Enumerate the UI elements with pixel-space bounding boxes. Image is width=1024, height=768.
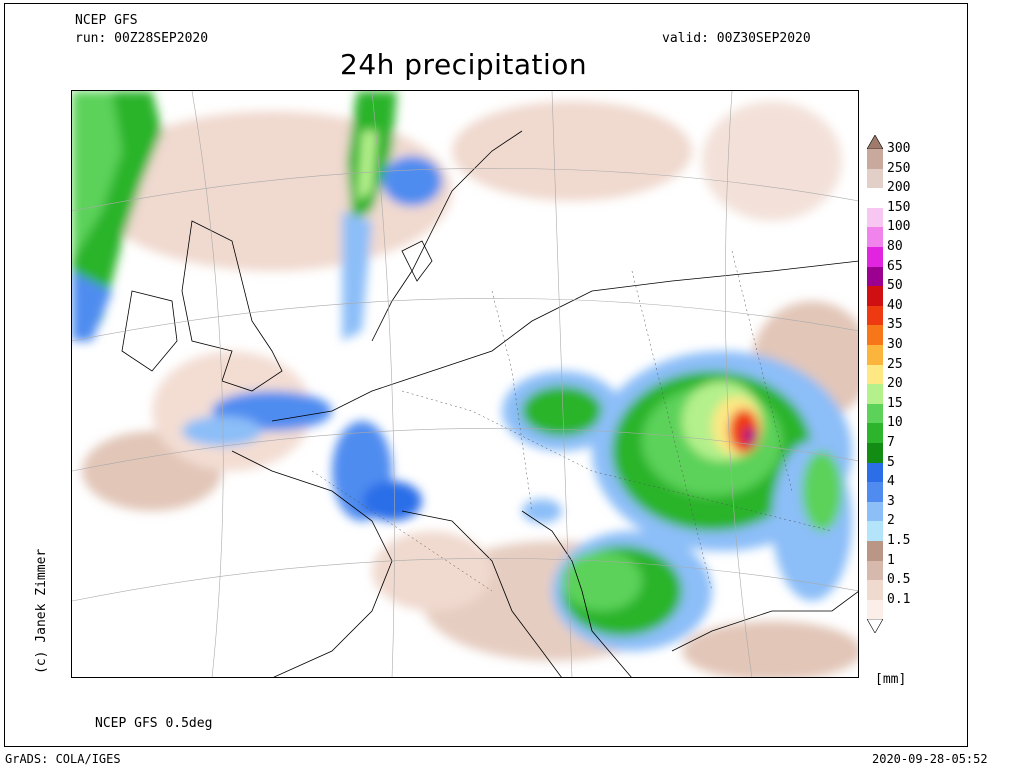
legend-bottom-arrow — [867, 619, 883, 634]
legend-swatch — [867, 345, 883, 365]
legend-swatch — [867, 188, 883, 208]
legend-swatch — [867, 305, 883, 326]
legend-swatch — [867, 560, 883, 581]
coastlines — [121, 130, 858, 677]
legend-label: 2 — [887, 513, 895, 529]
legend-label: 100 — [887, 219, 911, 235]
legend-label: 0.1 — [887, 591, 911, 607]
legend-top-arrow — [867, 135, 883, 149]
legend-label: 20 — [887, 376, 903, 392]
run-label: run: 00Z28SEP2020 — [75, 31, 209, 46]
precipitation-map — [71, 90, 859, 678]
borders — [311, 250, 833, 592]
map-canvas — [72, 91, 858, 677]
legend-swatch — [867, 227, 883, 247]
legend-unit: [mm] — [875, 672, 907, 687]
map-title: 24h precipitation — [340, 48, 588, 81]
legend-swatch — [867, 423, 883, 443]
legend-label: 65 — [887, 258, 903, 274]
legend-swatch — [867, 443, 883, 463]
precip-field — [72, 91, 858, 677]
legend-label: 40 — [887, 297, 903, 313]
legend-swatch — [867, 403, 883, 424]
legend-label: 25 — [887, 356, 903, 372]
legend-label: 10 — [887, 415, 903, 431]
legend-swatch — [867, 168, 883, 189]
legend-swatch — [867, 207, 883, 228]
legend-swatch — [867, 462, 883, 483]
timestamp-label: 2020-09-28-05:52 — [872, 752, 988, 766]
legend-swatch — [867, 247, 883, 267]
legend-swatch — [867, 149, 883, 169]
legend-label: 5 — [887, 454, 895, 470]
legend-swatch — [867, 364, 883, 385]
legend-swatch — [867, 599, 883, 620]
legend-swatch — [867, 286, 883, 306]
legend-swatch — [867, 580, 883, 600]
legend-label: 3 — [887, 493, 895, 509]
legend-swatch — [867, 541, 883, 561]
plot-frame — [4, 3, 968, 747]
graticule — [72, 91, 858, 677]
legend-label: 50 — [887, 278, 903, 294]
legend-label: 30 — [887, 337, 903, 352]
legend-swatch — [867, 521, 883, 541]
author-credit: (c) Janek Zimmer — [34, 548, 49, 674]
legend-label: 7 — [887, 435, 895, 450]
model-label: NCEP GFS — [75, 13, 138, 28]
legend-label: 0.5 — [887, 572, 911, 588]
legend-label: 1.5 — [887, 533, 911, 548]
legend-label: 80 — [887, 239, 903, 254]
grads-label: GrADS: COLA/IGES — [5, 752, 121, 766]
legend-label: 150 — [887, 199, 911, 215]
resolution-label: NCEP GFS 0.5deg — [95, 716, 213, 731]
legend-swatch — [867, 384, 883, 404]
valid-label: valid: 00Z30SEP2020 — [662, 31, 811, 46]
legend-label: 15 — [887, 395, 903, 411]
legend-label: 200 — [887, 180, 911, 196]
legend-swatch — [867, 325, 883, 345]
legend-label: 250 — [887, 160, 911, 176]
legend-label: 1 — [887, 552, 895, 568]
legend-swatch — [867, 266, 883, 287]
legend-label: 300 — [887, 141, 911, 156]
legend-swatch — [867, 501, 883, 522]
legend-label: 35 — [887, 317, 903, 333]
legend-label: 4 — [887, 474, 895, 490]
legend-swatch — [867, 482, 883, 502]
